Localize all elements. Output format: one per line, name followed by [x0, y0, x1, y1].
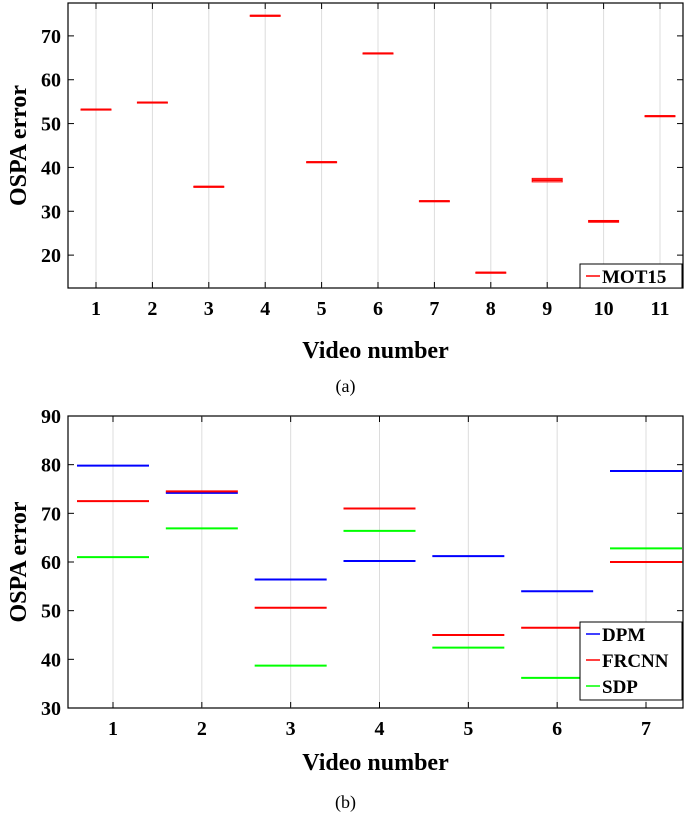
x-axis-label: Video number — [302, 338, 449, 364]
y-tick-label: 50 — [41, 114, 61, 136]
legend-entry: DPM — [602, 625, 645, 646]
y-axis-label: OSPA error — [6, 85, 32, 206]
y-tick-label: 70 — [41, 503, 61, 525]
y-tick-label: 80 — [41, 455, 61, 477]
y-tick-label: 30 — [41, 201, 61, 223]
x-tick-label: 6 — [373, 298, 383, 320]
x-tick-label: 9 — [542, 298, 552, 320]
x-tick-label: 6 — [552, 718, 562, 740]
legend: MOT15 — [579, 263, 683, 289]
y-tick-label: 40 — [41, 649, 61, 671]
figure-caption: (a) — [336, 376, 356, 397]
x-axis-label: Video number — [302, 750, 449, 776]
x-tick-label: 3 — [204, 298, 214, 320]
x-tick-label: 1 — [108, 718, 118, 740]
x-tick-label: 4 — [375, 718, 385, 740]
x-tick-label: 8 — [486, 298, 496, 320]
legend-entry: MOT15 — [602, 267, 666, 288]
legend-box — [579, 621, 683, 701]
x-tick-label: 7 — [429, 298, 439, 320]
figure-caption: (b) — [335, 792, 356, 813]
x-tick-label: 5 — [317, 298, 327, 320]
y-tick-label: 60 — [41, 70, 61, 92]
y-tick-label: 70 — [41, 26, 61, 48]
y-tick-label: 50 — [41, 601, 61, 623]
chart-panel-a: 20 30 40 50 60 70 1 2 3 4 5 6 7 8 9 10 11 Video number OSP… — [6, 2, 684, 397]
legend: DPM FRCNN SDP — [579, 621, 683, 701]
y-tick-label: 30 — [41, 698, 61, 720]
chart-panel-b: 30 40 50 60 70 80 90 1 2 3 4 5 6 7 Video number OSPA er… — [6, 406, 684, 813]
x-tick-label: 4 — [260, 298, 270, 320]
x-tick-label: 11 — [651, 298, 670, 320]
x-tick-label: 1 — [91, 298, 101, 320]
plot-area — [67, 2, 684, 289]
x-tick-label: 2 — [197, 718, 207, 740]
x-tick-label: 2 — [147, 298, 157, 320]
y-tick-label: 90 — [41, 406, 61, 428]
legend-entry: SDP — [602, 677, 638, 698]
y-axis-label: OSPA error — [6, 501, 32, 622]
x-tick-label: 5 — [463, 718, 473, 740]
x-tick-label: 10 — [594, 298, 614, 320]
y-tick-label: 60 — [41, 552, 61, 574]
legend-entry: FRCNN — [602, 651, 669, 672]
y-tick-label: 40 — [41, 157, 61, 179]
x-tick-label: 3 — [286, 718, 296, 740]
x-tick-label: 7 — [641, 718, 651, 740]
y-tick-label: 20 — [41, 245, 61, 267]
